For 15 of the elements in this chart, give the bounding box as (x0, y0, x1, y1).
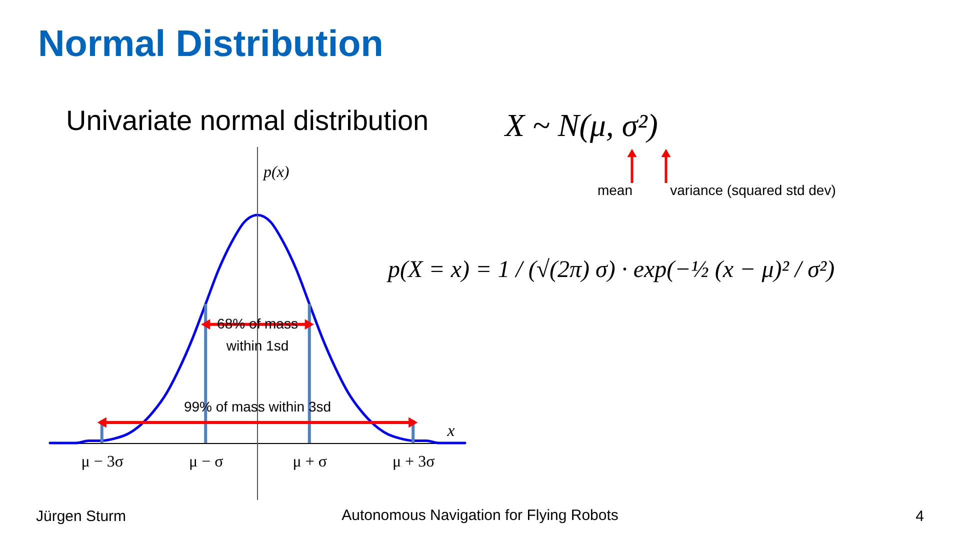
text: 4 (916, 508, 924, 525)
chart-title: Normal Distribution (38, 23, 384, 64)
text: Jürgen Sturm (36, 508, 126, 525)
chart-subtitle: Univariate normal distribution (66, 105, 429, 136)
x-tick-label: μ − σ (189, 454, 224, 470)
x-tick-label: μ + 3σ (392, 454, 436, 470)
text: mean (597, 182, 633, 198)
text: Autonomous Navigation for Flying Robots (342, 507, 618, 524)
x-tick-label: μ + σ (292, 454, 328, 470)
annotation: p(X = x) = 1 / (√(2π) σ) · exp(−½ (x − μ)² / σ²) (386, 257, 835, 283)
text: X ~ N(μ, σ²) (503, 107, 658, 143)
y-axis-title: p(x) (262, 164, 290, 181)
text: variance (squared std dev) (670, 182, 836, 198)
x-axis-title: x (446, 421, 456, 440)
x-tick-label: μ − 3σ (81, 454, 124, 470)
